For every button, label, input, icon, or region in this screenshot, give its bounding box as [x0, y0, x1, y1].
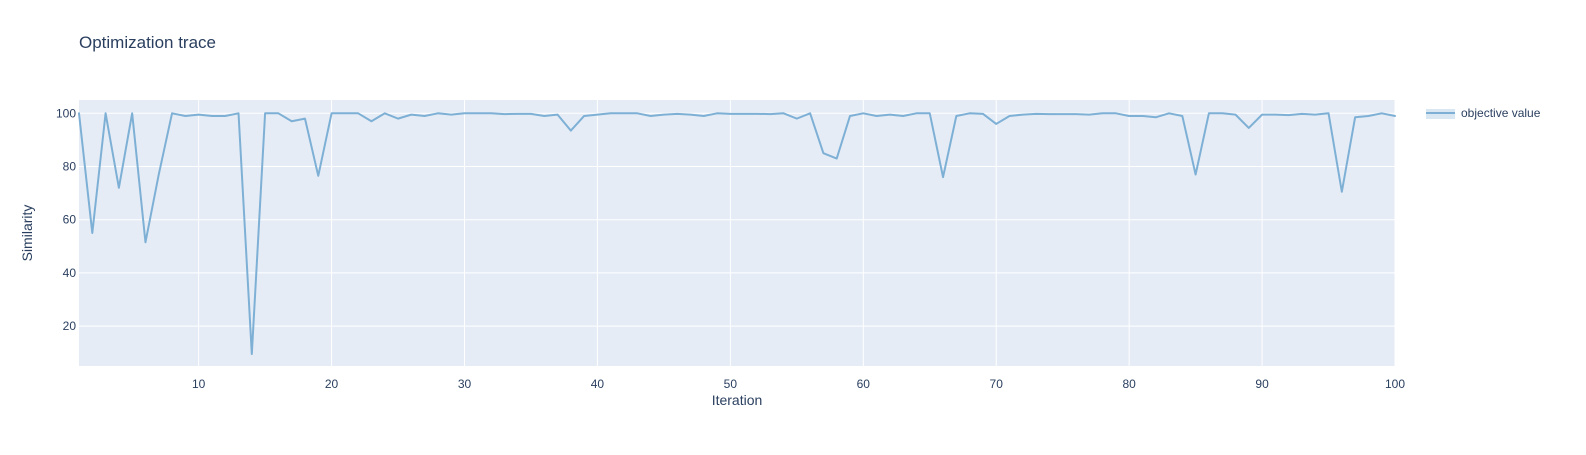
- x-tick-labels: 10 20 30 40 50 60 70 80 90 100: [192, 377, 1405, 391]
- y-tick-label: 100: [56, 106, 76, 120]
- x-tick-label: 50: [724, 377, 738, 391]
- chart-title: Optimization trace: [79, 33, 216, 52]
- y-tick-labels: 20 40 60 80 100: [56, 106, 76, 333]
- x-axis-title: Iteration: [712, 392, 763, 408]
- series-line-objective-value[interactable]: [78, 112, 1396, 356]
- y-tick-label: 60: [63, 213, 77, 227]
- x-tick-label: 90: [1255, 377, 1269, 391]
- x-tick-label: 60: [857, 377, 871, 391]
- y-tick-label: 20: [63, 319, 77, 333]
- legend: objective value: [1426, 106, 1541, 120]
- x-tick-label: 70: [990, 377, 1004, 391]
- x-tick-label: 100: [1385, 377, 1405, 391]
- x-tick-label: 20: [325, 377, 339, 391]
- plot-background: [79, 100, 1395, 366]
- legend-label[interactable]: objective value: [1461, 106, 1541, 120]
- x-tick-label: 30: [458, 377, 472, 391]
- x-tick-label: 40: [591, 377, 605, 391]
- y-tick-label: 80: [63, 160, 77, 174]
- series-layer: [78, 112, 1396, 356]
- x-tick-label: 80: [1122, 377, 1136, 391]
- y-axis-title: Similarity: [19, 205, 35, 262]
- x-tick-label: 10: [192, 377, 206, 391]
- y-tick-label: 40: [63, 266, 77, 280]
